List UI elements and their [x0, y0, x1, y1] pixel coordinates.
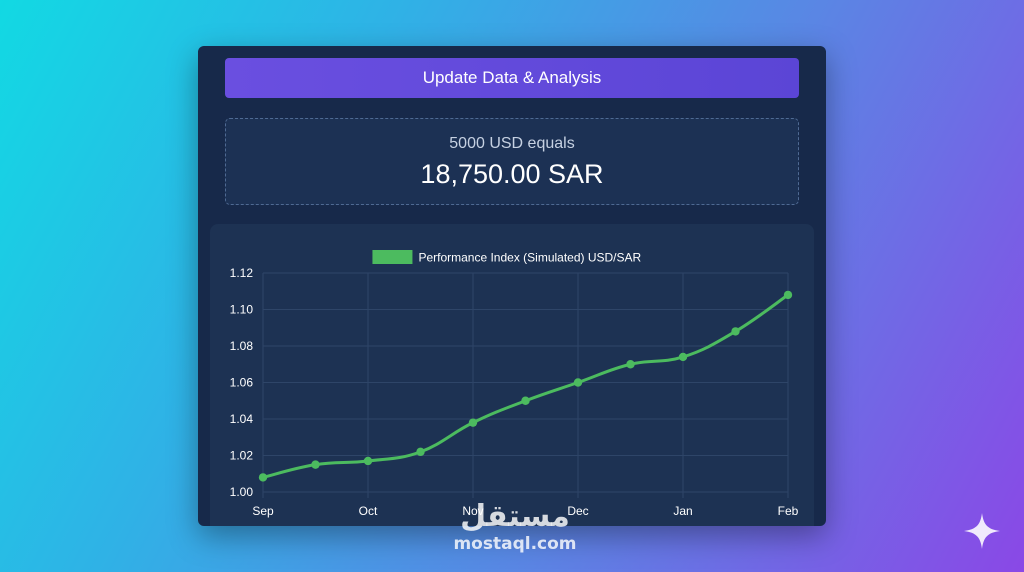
y-tick-label: 1.02 — [230, 449, 254, 463]
data-point — [626, 360, 635, 369]
conversion-result-box: 5000 USD equals 18,750.00 SAR — [225, 118, 799, 205]
update-data-button[interactable]: Update Data & Analysis — [225, 58, 799, 98]
mostaql-watermark: مستقل mostaql.com — [400, 500, 630, 565]
x-tick-label: Feb — [778, 504, 799, 518]
legend-label: Performance Index (Simulated) USD/SAR — [418, 251, 641, 265]
y-tick-label: 1.04 — [230, 412, 254, 426]
performance-chart-panel: 1.00 1.02 1.04 1.06 1.08 1.10 1.12 Sep Oct Nov Dec… — [210, 224, 814, 526]
data-point — [573, 378, 583, 387]
x-tick-label: Jan — [673, 504, 692, 518]
x-tick-label: Sep — [252, 504, 274, 518]
series-line — [262, 293, 789, 479]
watermark-latin-text: mostaql.com — [453, 534, 577, 554]
y-tick-label: 1.06 — [230, 376, 254, 390]
y-tick-label: 1.08 — [230, 339, 254, 353]
legend-swatch — [372, 250, 413, 264]
sparkle-icon — [964, 513, 1000, 549]
data-point — [731, 327, 740, 336]
data-point — [416, 447, 425, 457]
data-point — [521, 396, 530, 405]
watermark-arabic-text: مستقل — [460, 499, 570, 534]
data-point — [783, 290, 793, 300]
conversion-value: 18,750.00 SAR — [420, 159, 604, 189]
data-point — [678, 352, 688, 362]
data-point — [468, 418, 478, 427]
data-point — [363, 456, 373, 466]
data-point — [311, 460, 320, 469]
data-point — [258, 473, 268, 482]
x-tick-label: Dec — [567, 504, 588, 518]
x-tick-label: Nov — [462, 504, 483, 518]
y-tick-label: 1.10 — [230, 303, 254, 317]
x-tick-label: Oct — [359, 504, 378, 518]
y-tick-label: 1.00 — [230, 485, 254, 499]
conversion-label: 5000 USD equals — [449, 135, 575, 152]
y-tick-label: 1.12 — [230, 266, 254, 280]
converter-card: Update Data & Analysis 5000 USD equals 1… — [198, 46, 826, 526]
performance-line-chart: 1.00 1.02 1.04 1.06 1.08 1.10 1.12 Sep Oct Nov Dec… — [230, 250, 799, 518]
